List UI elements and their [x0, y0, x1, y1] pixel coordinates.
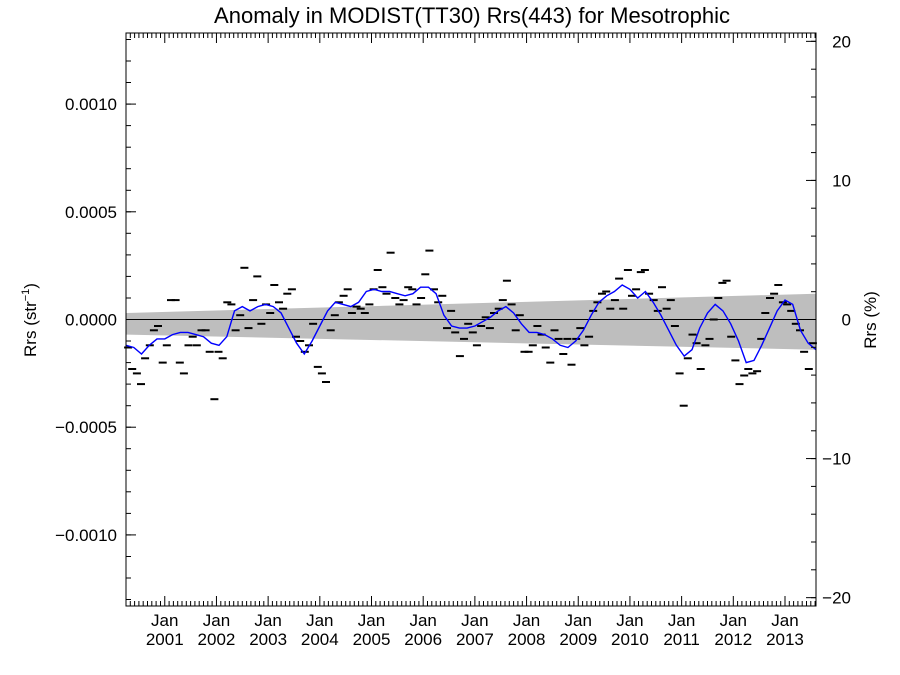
x-tick-year-label: 2012: [714, 630, 752, 649]
right-tick-label: 20: [832, 32, 851, 51]
left-tick-label: −0.0005: [55, 418, 117, 437]
x-tick-year-label: 2002: [198, 630, 236, 649]
y-axis-label-left: Rrs (str−1): [20, 283, 40, 357]
left-tick-label: −0.0010: [55, 526, 117, 545]
x-tick-month-label: Jan: [513, 611, 540, 630]
x-tick-year-label: 2008: [508, 630, 546, 649]
x-tick-year-label: 2009: [559, 630, 597, 649]
x-tick-month-label: Jan: [668, 611, 695, 630]
x-tick-year-label: 2010: [611, 630, 649, 649]
right-y-axis: 20 10 0 −10 −20: [806, 32, 851, 608]
x-tick-year-label: 2007: [456, 630, 494, 649]
x-tick-year-label: 2013: [766, 630, 804, 649]
x-tick-month-label: Jan: [151, 611, 178, 630]
right-tick-label: −20: [822, 589, 851, 608]
x-tick-year-label: 2003: [249, 630, 287, 649]
right-tick-label: 0: [842, 311, 851, 330]
x-tick-year-label: 2005: [353, 630, 391, 649]
x-tick-year-label: 2001: [146, 630, 184, 649]
ylabel-left-tail: ): [21, 283, 40, 289]
x-tick-month-label: Jan: [203, 611, 230, 630]
x-tick-month-label: Jan: [409, 611, 436, 630]
x-tick-month-label: Jan: [358, 611, 385, 630]
y-axis-label-right: Rrs (%): [861, 291, 880, 349]
ylabel-left-superscript: −1: [20, 289, 32, 302]
x-tick-month-label: Jan: [254, 611, 281, 630]
left-tick-label: 0.0000: [65, 311, 117, 330]
right-tick-label: 10: [832, 171, 851, 190]
x-tick-month-label: Jan: [565, 611, 592, 630]
plot-area: [124, 32, 817, 607]
x-tick-year-label: 2011: [663, 630, 700, 649]
x-tick-month-label: Jan: [306, 611, 333, 630]
running-mean-line: [125, 284, 817, 364]
monthly-anomaly-points: [124, 249, 817, 407]
x-tick-month-label: Jan: [616, 611, 643, 630]
x-tick-month-label: Jan: [720, 611, 747, 630]
right-tick-label: −10: [822, 450, 851, 469]
ylabel-left-main: Rrs (str: [21, 301, 40, 357]
x-tick-month-label: Jan: [461, 611, 488, 630]
x-axis: Jan2001Jan2002Jan2003Jan2004Jan2005Jan20…: [125, 33, 816, 649]
left-tick-label: 0.0010: [65, 95, 117, 114]
left-y-axis: 0.0010 0.0005 0.0000 −0.0005 −0.0010: [55, 39, 136, 600]
x-tick-year-label: 2006: [404, 630, 442, 649]
left-tick-label: 0.0005: [65, 203, 117, 222]
x-tick-month-label: Jan: [771, 611, 798, 630]
x-tick-year-label: 2004: [301, 630, 339, 649]
chart-title: Anomaly in MODIST(TT30) Rrs(443) for Mes…: [214, 3, 730, 28]
